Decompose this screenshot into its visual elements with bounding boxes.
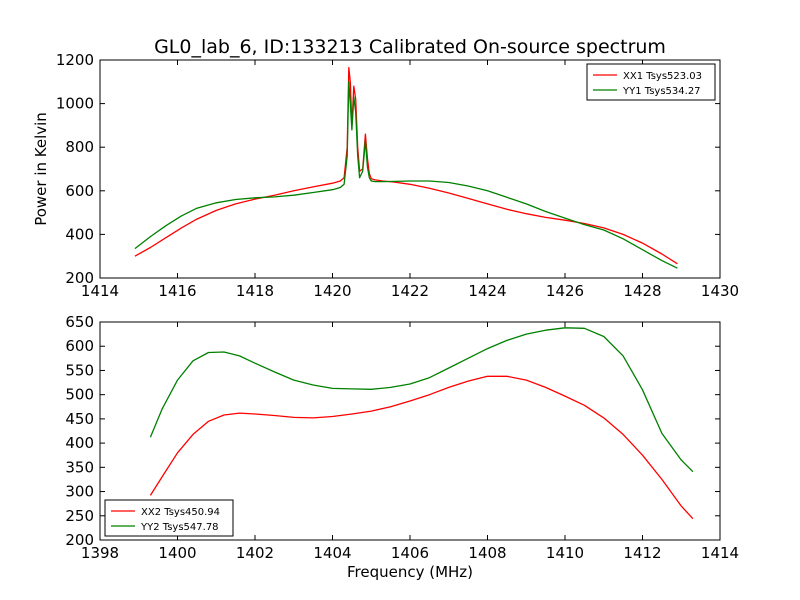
x-tick-label: 1402 <box>236 544 274 562</box>
y-tick-label: 200 <box>65 269 94 287</box>
y-tick-label: 300 <box>65 483 94 501</box>
y-axis-label: Power in Kelvin <box>32 112 50 226</box>
y-tick-label: 1200 <box>56 51 94 69</box>
x-tick-label: 1400 <box>158 544 196 562</box>
y-tick-label: 800 <box>65 138 94 156</box>
y-tick-label: 600 <box>65 337 94 355</box>
x-axis-label: Frequency (MHz) <box>347 563 473 581</box>
y-tick-label: 400 <box>65 434 94 452</box>
legend-label: XX2 Tsys450.94 <box>141 507 220 518</box>
x-tick-label: 1408 <box>468 544 506 562</box>
x-tick-label: 1406 <box>391 544 429 562</box>
y-tick-label: 400 <box>65 225 94 243</box>
x-tick-label: 1418 <box>236 282 274 300</box>
y-tick-label: 500 <box>65 386 94 404</box>
x-tick-label: 1412 <box>623 544 661 562</box>
y-tick-label: 250 <box>65 507 94 525</box>
x-tick-label: 1426 <box>546 282 584 300</box>
x-tick-label: 1410 <box>546 544 584 562</box>
x-tick-label: 1416 <box>158 282 196 300</box>
legend-box <box>586 63 716 101</box>
legend: XX2 Tsys450.94 YY2 Tsys547.78 <box>104 499 234 537</box>
series-line-2 <box>134 81 678 269</box>
x-tick-label: 1398 <box>81 544 119 562</box>
y-tick-label: 350 <box>65 458 94 476</box>
x-tick-label: 1428 <box>623 282 661 300</box>
x-tick-label: 1414 <box>81 282 119 300</box>
x-tick-label: 1422 <box>391 282 429 300</box>
y-tick-label: 550 <box>65 361 94 379</box>
figure-title: GL0_lab_6, ID:133213 Calibrated On-sourc… <box>154 36 666 58</box>
x-tick-label: 1424 <box>468 282 506 300</box>
x-tick-label: 1420 <box>313 282 351 300</box>
bottom-chart: 1398 1400 1402 1404 1406 1408 1410 1412 1414 200 2… <box>65 313 739 581</box>
legend-label: YY2 Tsys547.78 <box>140 522 219 533</box>
legend-box <box>104 499 234 537</box>
x-tick-label: 1414 <box>701 544 739 562</box>
legend-label: YY1 Tsys534.27 <box>622 86 701 97</box>
series-line-1 <box>149 375 694 520</box>
y-tick-label: 1000 <box>56 95 94 113</box>
y-tick-label: 200 <box>65 531 94 549</box>
series-line-2 <box>149 327 694 473</box>
x-tick-label: 1404 <box>313 544 351 562</box>
x-tick-label: 1430 <box>701 282 739 300</box>
top-chart: 1414 1416 1418 1420 1422 1424 1426 1428 1430 200 4… <box>32 51 739 300</box>
y-tick-label: 450 <box>65 410 94 428</box>
legend: XX1 Tsys523.03 YY1 Tsys534.27 <box>586 63 716 101</box>
y-tick-label: 600 <box>65 182 94 200</box>
y-tick-label: 650 <box>65 313 94 331</box>
legend-label: XX1 Tsys523.03 <box>623 71 702 82</box>
